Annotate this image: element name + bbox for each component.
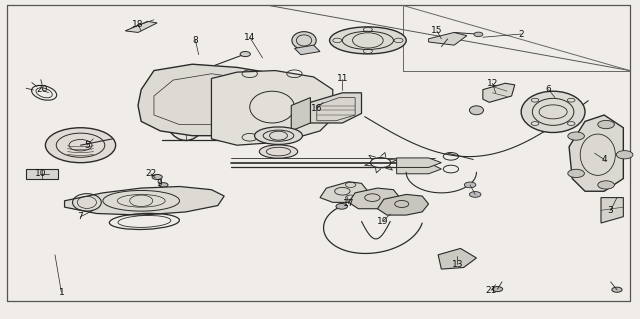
Polygon shape xyxy=(138,64,301,136)
Circle shape xyxy=(45,128,116,163)
Circle shape xyxy=(612,287,622,292)
Text: 1: 1 xyxy=(58,288,64,297)
Circle shape xyxy=(469,192,481,197)
Circle shape xyxy=(568,169,584,178)
Text: 20: 20 xyxy=(36,85,48,94)
Polygon shape xyxy=(211,70,333,145)
Circle shape xyxy=(240,51,250,56)
Polygon shape xyxy=(125,21,157,33)
Polygon shape xyxy=(349,188,400,209)
Text: 6: 6 xyxy=(546,85,552,94)
Polygon shape xyxy=(65,187,224,215)
Text: 18: 18 xyxy=(132,20,144,29)
Text: 17: 17 xyxy=(343,199,355,208)
Circle shape xyxy=(616,151,633,159)
Text: 2: 2 xyxy=(518,30,524,39)
Text: 12: 12 xyxy=(487,79,498,88)
Text: 22: 22 xyxy=(145,169,156,178)
Polygon shape xyxy=(429,33,467,45)
Polygon shape xyxy=(294,45,320,55)
Polygon shape xyxy=(569,115,623,191)
Ellipse shape xyxy=(292,32,316,49)
Polygon shape xyxy=(320,182,368,202)
Text: 16: 16 xyxy=(311,104,323,113)
Circle shape xyxy=(474,32,483,37)
Polygon shape xyxy=(601,197,623,223)
Text: 9: 9 xyxy=(156,179,162,188)
Circle shape xyxy=(598,181,614,189)
Circle shape xyxy=(568,132,584,140)
Polygon shape xyxy=(397,158,442,167)
Polygon shape xyxy=(438,249,476,269)
Text: 3: 3 xyxy=(608,206,614,215)
Polygon shape xyxy=(291,98,310,131)
Text: 7: 7 xyxy=(77,212,83,221)
Circle shape xyxy=(336,204,348,209)
Text: 11: 11 xyxy=(337,74,348,83)
Circle shape xyxy=(598,120,614,129)
Polygon shape xyxy=(310,93,362,123)
Text: 14: 14 xyxy=(244,33,255,42)
Polygon shape xyxy=(378,195,429,215)
Circle shape xyxy=(465,182,476,188)
Circle shape xyxy=(152,174,163,180)
Circle shape xyxy=(492,286,502,292)
Polygon shape xyxy=(26,169,58,179)
Ellipse shape xyxy=(162,70,210,140)
Ellipse shape xyxy=(330,27,406,54)
Ellipse shape xyxy=(259,145,298,158)
Ellipse shape xyxy=(255,127,303,145)
Text: 21: 21 xyxy=(486,286,497,295)
Polygon shape xyxy=(397,163,442,174)
Polygon shape xyxy=(483,83,515,102)
Text: 8: 8 xyxy=(193,36,198,45)
Ellipse shape xyxy=(521,91,585,132)
Text: 19: 19 xyxy=(377,217,388,226)
Text: 13: 13 xyxy=(452,260,463,269)
Circle shape xyxy=(159,183,168,187)
Text: 4: 4 xyxy=(602,155,607,164)
Text: 5: 5 xyxy=(84,141,90,150)
Text: 10: 10 xyxy=(35,169,46,178)
Ellipse shape xyxy=(469,106,483,115)
Text: 15: 15 xyxy=(431,26,443,35)
